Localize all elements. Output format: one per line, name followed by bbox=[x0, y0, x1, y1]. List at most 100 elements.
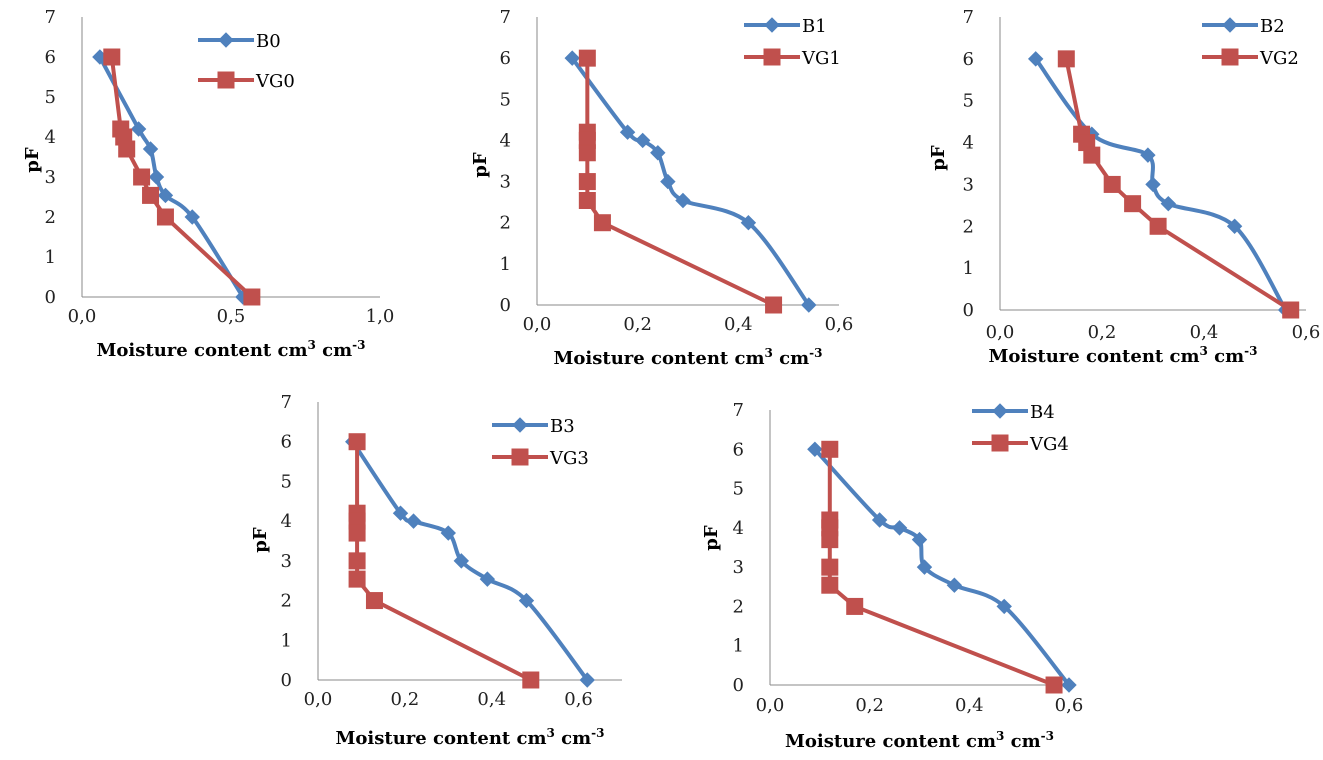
x-tick-label: 0,4 bbox=[724, 314, 753, 335]
data-point-VG0 bbox=[156, 208, 174, 226]
y-tick-label: 0 bbox=[500, 295, 511, 316]
data-point-B1 bbox=[660, 173, 676, 190]
y-tick-label: 7 bbox=[733, 400, 744, 421]
y-tick-label: 4 bbox=[45, 127, 56, 148]
x-axis-title: Moisture content cm3 cm-3 bbox=[785, 729, 1054, 752]
data-point-B3 bbox=[579, 672, 595, 688]
legend-marker-B1 bbox=[764, 17, 780, 33]
data-point-B0 bbox=[157, 187, 174, 204]
y-tick-label: 4 bbox=[963, 133, 974, 154]
data-point-B2 bbox=[1140, 147, 1156, 163]
y-tick-label: 7 bbox=[500, 7, 511, 28]
y-tick-label: 0 bbox=[281, 670, 292, 691]
y-tick-label: 3 bbox=[500, 172, 511, 193]
legend-marker-B3 bbox=[512, 417, 528, 433]
series-line-B0 bbox=[98, 56, 245, 299]
x-axis-title: Moisture content cm3 cm-3 bbox=[336, 726, 605, 749]
data-point-VG1 bbox=[578, 173, 596, 191]
data-point-B2 bbox=[1027, 51, 1044, 67]
data-point-B3 bbox=[440, 525, 456, 541]
y-tick-label: 1 bbox=[281, 630, 292, 651]
y-tick-label: 6 bbox=[963, 49, 974, 70]
legend-marker-VG4 bbox=[991, 434, 1009, 452]
data-point-B0 bbox=[148, 169, 165, 185]
y-tick-label: 2 bbox=[733, 596, 744, 617]
data-point-VG0 bbox=[103, 48, 121, 66]
x-tick-label: 0,0 bbox=[523, 314, 552, 335]
legend-label-VG2: VG2 bbox=[1259, 48, 1299, 69]
y-tick-label: 0 bbox=[733, 675, 744, 696]
data-point-B4 bbox=[1061, 677, 1077, 693]
x-axis-title: Moisture content cm3 cm-3 bbox=[989, 344, 1258, 367]
x-axis-title: Moisture content cm3 cm-3 bbox=[97, 338, 366, 361]
data-point-VG4 bbox=[821, 558, 839, 576]
data-point-VG3 bbox=[522, 671, 540, 689]
y-tick-label: 6 bbox=[733, 439, 744, 460]
data-point-B0 bbox=[130, 121, 147, 137]
series-line-VG1 bbox=[585, 58, 775, 307]
y-tick-label: 3 bbox=[281, 551, 292, 572]
x-tick-label: 0,0 bbox=[986, 322, 1015, 343]
data-point-B2 bbox=[1226, 218, 1243, 234]
y-axis-title: pF bbox=[22, 147, 43, 173]
y-tick-label: 3 bbox=[963, 174, 974, 195]
x-tick-label: 0,6 bbox=[564, 689, 593, 710]
y-tick-label: 5 bbox=[500, 89, 511, 110]
x-tick-label: 1,0 bbox=[366, 306, 395, 327]
data-point-VG4 bbox=[1045, 676, 1063, 694]
series-line-B3 bbox=[351, 440, 589, 682]
chart-panel-3: 0 1 2 3 4 5 6 7 0,0 0,2 0,4 0,6 Moisture content cm3… bbox=[250, 392, 622, 749]
data-point-VG1 bbox=[765, 296, 783, 314]
data-point-B4 bbox=[871, 512, 888, 528]
series-line-VG2 bbox=[1064, 58, 1292, 312]
legend-label-B4: B4 bbox=[1030, 402, 1055, 423]
data-point-B4 bbox=[996, 598, 1012, 615]
y-tick-label: 0 bbox=[45, 287, 56, 308]
y-tick-label: 6 bbox=[281, 432, 292, 453]
x-axis-title: Moisture content cm3 cm-3 bbox=[554, 346, 823, 369]
series-line-VG4 bbox=[827, 449, 1055, 687]
data-point-B1 bbox=[650, 145, 666, 161]
legend-label-VG1: VG1 bbox=[801, 48, 841, 69]
legend-marker-B0 bbox=[218, 32, 234, 48]
legend-marker-VG3 bbox=[511, 448, 529, 466]
legend-label-B3: B3 bbox=[550, 416, 575, 437]
data-point-VG0 bbox=[118, 140, 136, 158]
x-tick-label: 0,5 bbox=[217, 306, 246, 327]
series-line-VG3 bbox=[355, 441, 532, 682]
y-tick-label: 5 bbox=[45, 87, 56, 108]
y-tick-label: 1 bbox=[733, 636, 744, 657]
series-line-B4 bbox=[813, 447, 1071, 687]
y-tick-label: 6 bbox=[45, 47, 56, 68]
legend-marker-VG1 bbox=[763, 48, 781, 66]
data-point-VG2 bbox=[1083, 146, 1101, 164]
data-point-VG4 bbox=[821, 440, 839, 458]
y-tick-label: 2 bbox=[45, 207, 56, 228]
data-point-VG2 bbox=[1103, 175, 1121, 193]
data-point-VG3 bbox=[348, 433, 366, 451]
y-tick-label: 1 bbox=[500, 254, 511, 275]
y-tick-label: 5 bbox=[963, 91, 974, 112]
legend-label-B0: B0 bbox=[256, 31, 281, 52]
data-point-B3 bbox=[405, 513, 422, 529]
data-point-VG3 bbox=[348, 552, 366, 570]
data-point-VG1 bbox=[578, 49, 596, 67]
y-axis-title: pF bbox=[250, 527, 271, 553]
x-tick-label: 0,2 bbox=[623, 314, 652, 335]
data-point-VG2 bbox=[1149, 217, 1167, 235]
data-point-B4 bbox=[946, 577, 963, 593]
y-tick-label: 2 bbox=[500, 213, 511, 234]
data-point-B3 bbox=[453, 553, 470, 569]
data-point-VG3 bbox=[365, 592, 383, 610]
legend-marker-VG0 bbox=[217, 71, 235, 89]
y-tick-label: 7 bbox=[963, 7, 974, 28]
x-tick-label: 0,0 bbox=[68, 306, 97, 327]
series-line-B1 bbox=[570, 56, 811, 307]
legend-label-B1: B1 bbox=[802, 16, 827, 37]
data-point-VG2 bbox=[1282, 301, 1300, 319]
data-point-VG2 bbox=[1057, 50, 1075, 68]
data-point-B3 bbox=[392, 505, 409, 521]
